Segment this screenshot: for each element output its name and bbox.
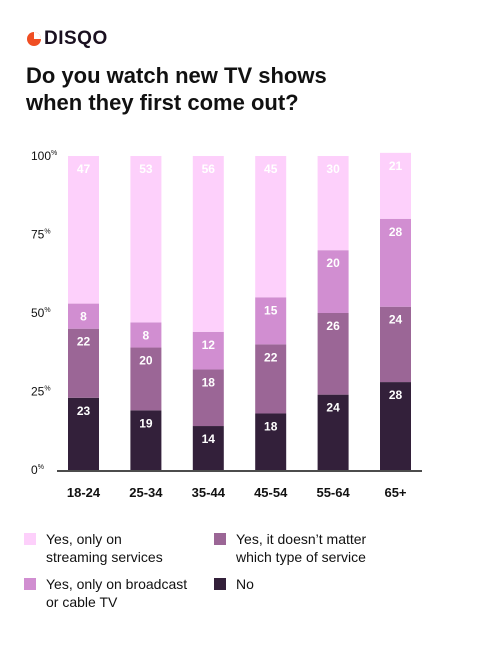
data-label: 56: [202, 162, 216, 176]
data-label: 22: [77, 335, 91, 349]
y-tick-label: 25%: [31, 385, 51, 399]
bar-segment: [130, 410, 162, 470]
x-tick-label: 65+: [384, 485, 406, 500]
disqo-logo-icon: [27, 32, 41, 46]
y-tick-label: 75%: [31, 228, 51, 242]
bar-segment: [192, 369, 224, 427]
bar-segment: [130, 156, 162, 323]
data-label: 21: [389, 159, 403, 173]
data-label: 12: [202, 338, 216, 352]
legend-label-line: Yes, only on: [46, 531, 122, 547]
x-tick-label: 55-64: [316, 485, 350, 500]
bar-segment: [255, 413, 287, 470]
data-label: 18: [264, 419, 278, 433]
legend-label: No: [236, 575, 396, 593]
bar-segment: [317, 156, 349, 251]
x-tick-label: 18-24: [67, 485, 101, 500]
data-label: 22: [264, 350, 278, 364]
bar-segment: [380, 382, 411, 470]
bar-segment: [130, 347, 162, 411]
data-label: 8: [143, 328, 150, 342]
x-tick-label: 35-44: [192, 485, 226, 500]
data-label: 45: [264, 162, 278, 176]
bar-segment: [68, 303, 99, 329]
legend-swatch: [24, 578, 36, 590]
data-label: 26: [326, 319, 340, 333]
data-label: 24: [326, 401, 340, 415]
legend-item: Yes, it doesn’t matter which type of serv…: [214, 530, 396, 566]
legend-label-line: which type of service: [236, 549, 366, 565]
brand-name: DISQO: [44, 28, 108, 49]
legend-item: Yes, only on broadcast or cable TV: [24, 575, 206, 611]
data-label: 30: [326, 162, 340, 176]
bar-segment: [68, 397, 99, 470]
data-label: 24: [389, 313, 403, 327]
bar-segment: [68, 156, 99, 304]
data-label: 18: [202, 376, 216, 390]
legend-label: Yes, it doesn’t matter which type of serv…: [236, 530, 396, 566]
chart-title-line-1: Do you watch new TV shows: [26, 63, 327, 88]
legend-swatch: [214, 533, 226, 545]
legend-label-line: Yes, only on broadcast: [46, 576, 188, 592]
data-label: 19: [139, 416, 153, 430]
data-label: 20: [326, 256, 340, 270]
bar-segment: [317, 250, 349, 313]
y-tick-label: 50%: [31, 306, 51, 320]
bar-segment: [380, 306, 411, 383]
legend-label: Yes, only on streaming services: [46, 530, 206, 566]
legend-label-line: No: [236, 576, 254, 592]
data-label: 28: [389, 225, 403, 239]
data-label: 47: [77, 162, 91, 176]
legend-label-line: or cable TV: [46, 594, 118, 610]
x-tick-label: 25-34: [129, 485, 163, 500]
bar-segment: [380, 152, 411, 219]
legend-swatch: [24, 533, 36, 545]
bar-segment: [255, 156, 287, 298]
legend-item: Yes, only on streaming services: [24, 530, 206, 566]
x-tick-label: 45-54: [254, 485, 288, 500]
bar-segment: [130, 322, 162, 348]
chart-title-line-2: when they first come out?: [26, 90, 299, 115]
brand-logo: DISQO: [26, 28, 108, 50]
legend-label-line: streaming services: [46, 549, 163, 565]
legend-label: Yes, only on broadcast or cable TV: [46, 575, 206, 611]
bar-segment: [255, 344, 287, 414]
data-label: 20: [139, 354, 153, 368]
data-label: 53: [139, 162, 153, 176]
data-label: 28: [389, 388, 403, 402]
chart-title: Do you watch new TV shows when they firs…: [26, 62, 456, 116]
legend-swatch: [214, 578, 226, 590]
data-label: 15: [264, 303, 278, 317]
bar-segment: [380, 218, 411, 307]
bar-segment: [317, 394, 349, 470]
legend-item: No: [214, 575, 396, 593]
data-label: 14: [202, 432, 216, 446]
y-tick-label: 0%: [31, 463, 44, 477]
bar-segment: [68, 328, 99, 398]
bar-segment: [255, 297, 287, 345]
data-label: 8: [80, 310, 87, 324]
legend-label-line: Yes, it doesn’t matter: [236, 531, 367, 547]
y-tick-label: 100%: [31, 149, 57, 163]
bar-segment: [192, 156, 224, 332]
bar-segment: [317, 313, 349, 395]
bar-segment: [192, 331, 224, 370]
data-label: 23: [77, 404, 91, 418]
bar-segment: [192, 426, 224, 470]
